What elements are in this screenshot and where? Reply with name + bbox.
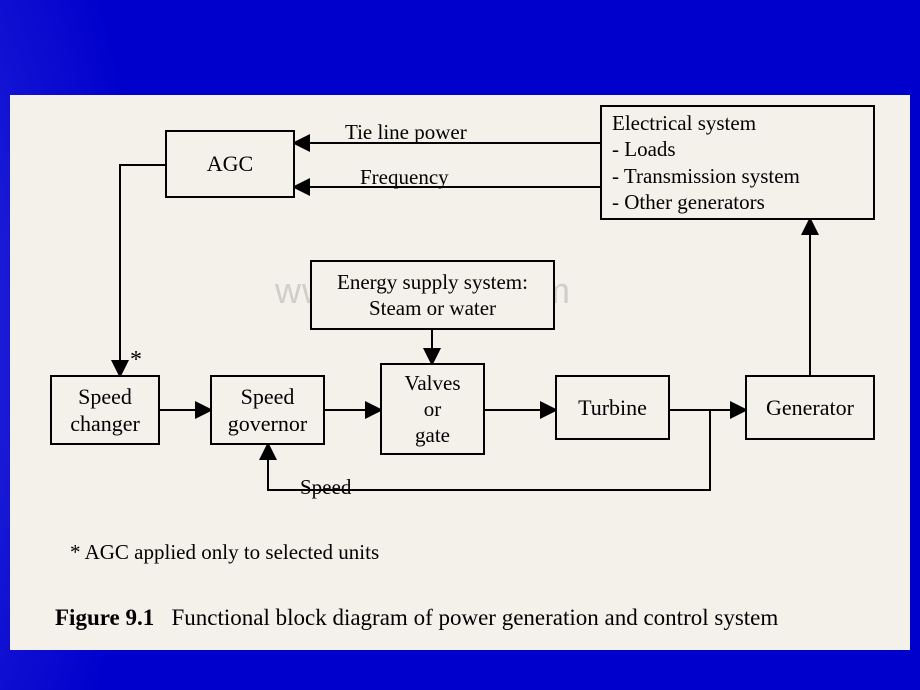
diagram-panel: www.wsbccx.com AGC Electrical system - L… bbox=[10, 95, 910, 650]
figure-caption-text: Functional block diagram of power genera… bbox=[171, 605, 778, 630]
speed-governor-block: Speedgovernor bbox=[210, 375, 325, 445]
node-text-line: Speed bbox=[241, 383, 295, 411]
node-text-line: gate bbox=[415, 422, 450, 448]
figure-number: Figure 9.1 bbox=[55, 605, 154, 630]
asterisk-marker: * bbox=[130, 347, 142, 374]
node-text-line: Valves bbox=[405, 370, 461, 396]
electrical-system-block: Electrical system - Loads - Transmission… bbox=[600, 105, 875, 220]
footnote: * AGC applied only to selected units bbox=[70, 540, 379, 565]
node-text-line: Speed bbox=[78, 383, 132, 411]
frequency-label: Frequency bbox=[360, 165, 449, 190]
node-text-line: or bbox=[424, 396, 442, 422]
node-text-line: - Loads bbox=[612, 136, 676, 162]
node-text-line: Energy supply system: bbox=[337, 269, 528, 295]
tie-line-power-label: Tie line power bbox=[345, 120, 467, 145]
node-text-line: changer bbox=[70, 410, 140, 438]
figure-caption: Figure 9.1 Functional block diagram of p… bbox=[55, 605, 778, 631]
node-text-line: - Transmission system bbox=[612, 163, 800, 189]
slide-background: www.wsbccx.com AGC Electrical system - L… bbox=[0, 0, 920, 690]
speed-changer-block: Speedchanger bbox=[50, 375, 160, 445]
turbine-label: Turbine bbox=[578, 394, 647, 422]
valves-gate-block: Valvesorgate bbox=[380, 363, 485, 455]
node-text-line: Steam or water bbox=[369, 295, 496, 321]
agc-label: AGC bbox=[207, 150, 253, 178]
agc-block: AGC bbox=[165, 130, 295, 198]
node-text-line: - Other generators bbox=[612, 189, 765, 215]
energy-supply-block: Energy supply system:Steam or water bbox=[310, 260, 555, 330]
generator-block: Generator bbox=[745, 375, 875, 440]
node-text-line: governor bbox=[228, 410, 307, 438]
speed-label: Speed bbox=[300, 475, 351, 500]
turbine-block: Turbine bbox=[555, 375, 670, 440]
node-text-line: Electrical system bbox=[612, 110, 756, 136]
generator-label: Generator bbox=[766, 394, 854, 422]
